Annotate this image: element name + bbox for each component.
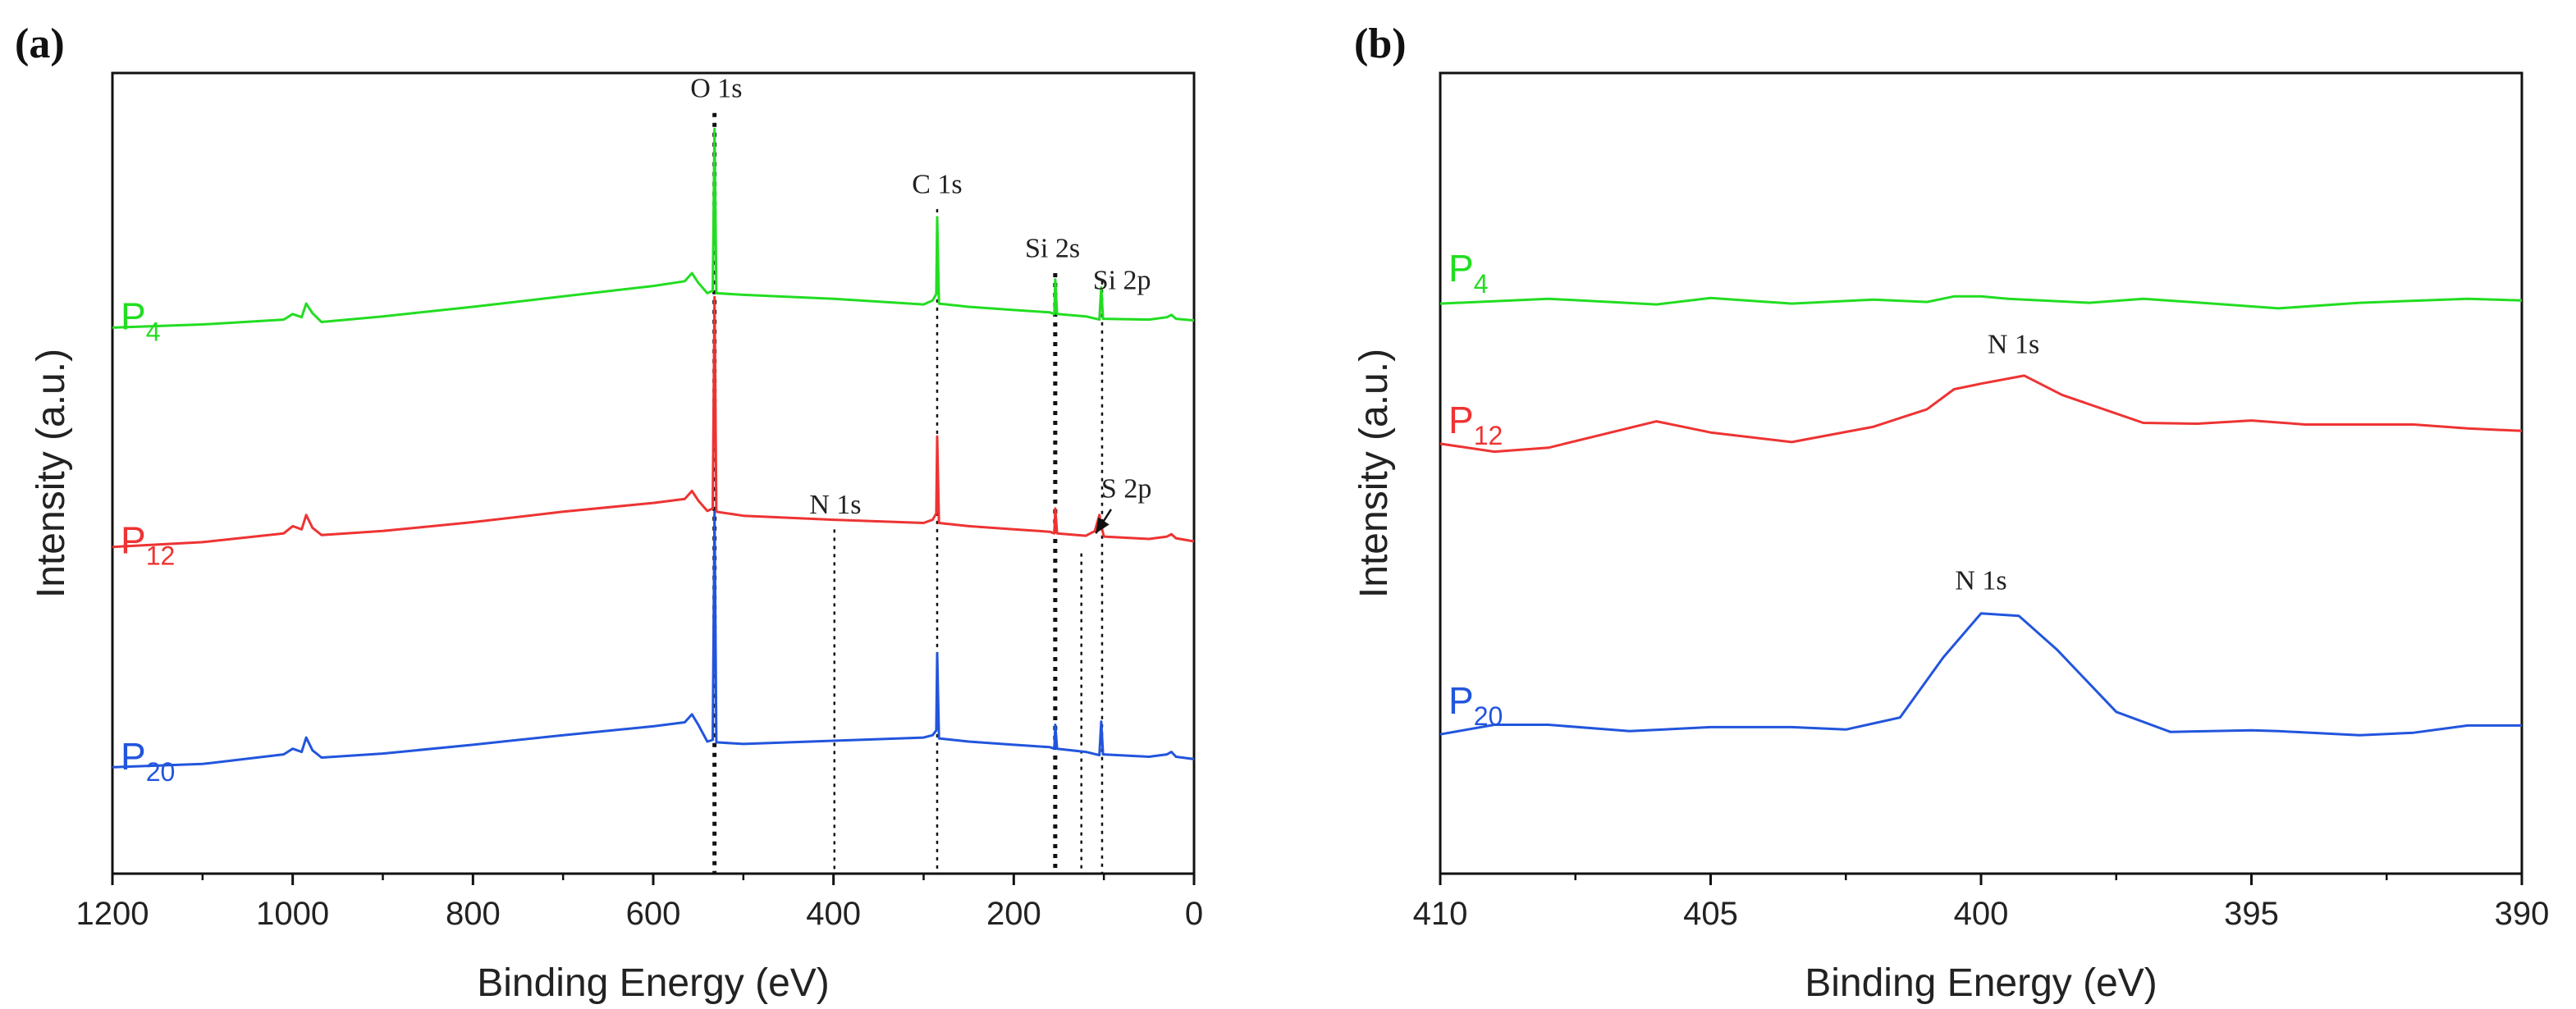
panel-a-series-labels: P4 P12 P20 xyxy=(121,294,175,787)
x-tick-label: 800 xyxy=(446,896,501,932)
panel-b-y-axis-title: Intensity (a.u.) xyxy=(1352,349,1396,598)
panel-b-annotations: N 1s N 1s xyxy=(1955,330,2039,596)
x-tick-label: 200 xyxy=(986,896,1041,932)
panel-b-x-ticks: 410 405 400 395 390 xyxy=(1413,874,2550,932)
panel-a: (a) 1200 1000 800 600 400 200 0 O 1s C 1s Si 2s S… xyxy=(15,21,1203,1005)
series-label-P20: P20 xyxy=(121,735,175,787)
series-line-P12 xyxy=(112,295,1195,549)
panel-a-series xyxy=(112,127,1195,769)
x-tick-label: 405 xyxy=(1683,896,1738,932)
x-tick-label: 0 xyxy=(1185,896,1203,932)
series-line-P20 xyxy=(112,510,1195,769)
panel-a-annotations: O 1s C 1s Si 2s Si 2p N 1s S 2p xyxy=(690,73,1151,534)
panel-a-y-axis-title: Intensity (a.u.) xyxy=(30,349,73,598)
panel-a-x-ticks: 1200 1000 800 600 400 200 0 xyxy=(76,874,1203,932)
x-tick-label: 400 xyxy=(806,896,861,932)
panel-b-plot-frame xyxy=(1439,71,2523,875)
series-line-P12 xyxy=(1439,374,2523,454)
series-line-P20 xyxy=(1439,612,2522,737)
panel-a-plot-frame xyxy=(111,71,1196,875)
panel-b-label: (b) xyxy=(1354,21,1407,67)
peak-annotation: S 2p xyxy=(1101,473,1151,504)
x-tick-label: 400 xyxy=(1954,896,2009,932)
x-tick-label: 395 xyxy=(2224,896,2279,932)
peak-annotation: O 1s xyxy=(690,73,742,103)
series-label-P4: P4 xyxy=(1448,247,1488,299)
panel-b-series xyxy=(1439,294,2523,737)
panel-a-x-axis-title: Binding Energy (eV) xyxy=(477,961,830,1005)
series-label-P12: P12 xyxy=(121,519,175,571)
series-label-P12: P12 xyxy=(1448,399,1503,450)
panel-b-x-axis-title: Binding Energy (eV) xyxy=(1805,961,2157,1005)
x-tick-label: 390 xyxy=(2495,896,2550,932)
x-tick-label: 600 xyxy=(626,896,681,932)
peak-annotation: N 1s xyxy=(1988,330,2039,360)
series-line-P4 xyxy=(1439,294,2523,310)
peak-annotation: Si 2p xyxy=(1093,266,1151,296)
x-tick-label: 1000 xyxy=(256,896,329,932)
panel-a-reference-lines xyxy=(712,112,1104,874)
panel-b: (b) 410 405 400 395 390 N 1s N 1s P4 P12 P20 Bi… xyxy=(1352,21,2549,1005)
annotation-arrow-head xyxy=(1096,517,1110,534)
peak-annotation: N 1s xyxy=(1955,566,2006,596)
peak-annotation: C 1s xyxy=(912,169,962,199)
series-label-P4: P4 xyxy=(121,294,160,346)
x-tick-label: 1200 xyxy=(76,896,149,932)
series-label-P20: P20 xyxy=(1448,679,1503,731)
peak-annotation: Si 2s xyxy=(1025,233,1080,263)
panel-a-label: (a) xyxy=(15,21,65,67)
peak-annotation: N 1s xyxy=(809,490,861,520)
series-line-P4 xyxy=(112,127,1195,329)
panel-b-series-labels: P4 P12 P20 xyxy=(1448,247,1503,731)
x-tick-label: 410 xyxy=(1413,896,1468,932)
